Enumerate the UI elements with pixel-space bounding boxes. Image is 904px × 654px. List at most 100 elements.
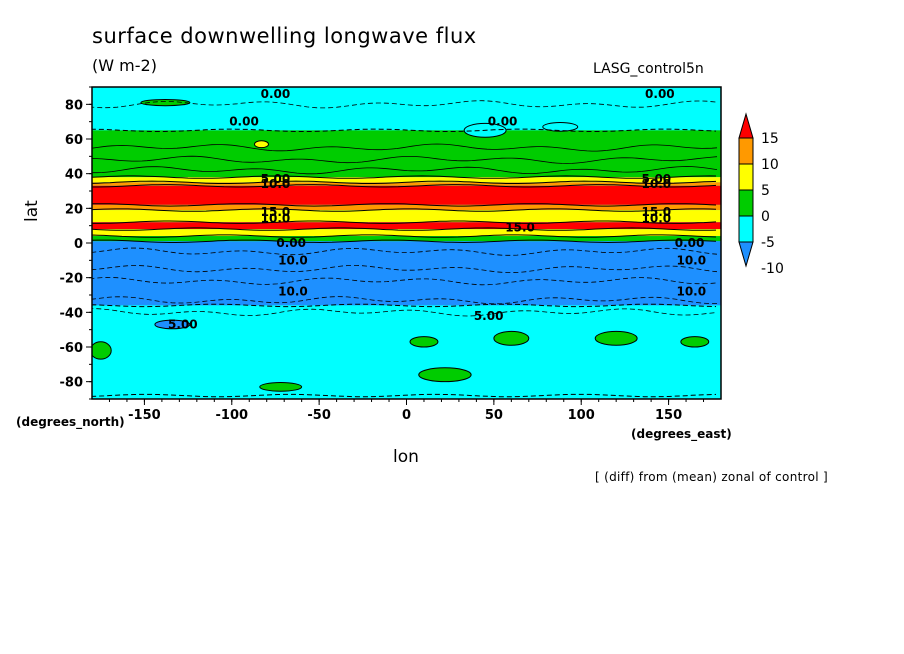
zonal-band <box>92 222 721 230</box>
contour-label: 15.0 <box>261 205 291 219</box>
zonal-band <box>92 177 721 183</box>
contour-label: 15.0 <box>642 205 672 219</box>
contour-label: 0.00 <box>276 236 306 250</box>
contour-line <box>92 166 718 175</box>
chart-units: (W m-2) <box>92 56 157 75</box>
contour-patch <box>92 341 112 360</box>
contour-label: 0.00 <box>261 87 291 101</box>
contour-label: 5.00 <box>168 317 198 331</box>
contour-patch <box>409 336 439 348</box>
contour-label: 5.00 <box>474 309 504 323</box>
chart-title: surface downwelling longwave flux <box>92 24 477 48</box>
zonal-band <box>92 229 721 237</box>
colorbar-label: 15 <box>761 131 779 147</box>
contour-line <box>92 100 718 109</box>
contour-line <box>92 155 718 164</box>
y-axis-units: (degrees_north) <box>16 415 125 429</box>
zonal-band <box>92 130 721 178</box>
colorbar-label: 5 <box>761 183 770 199</box>
contour-line <box>92 184 717 188</box>
contour-label: 10.0 <box>642 212 672 226</box>
colorbar-label: -10 <box>761 261 784 277</box>
run-label: LASG_control5n <box>593 61 704 77</box>
zonal-band <box>92 305 721 396</box>
colorbar-segment <box>738 163 754 191</box>
colorbar-label: 10 <box>761 157 779 173</box>
contour-patch <box>542 122 579 132</box>
contour-patch <box>594 330 638 346</box>
colorbar-segment <box>738 189 754 217</box>
contour-line <box>92 393 717 398</box>
contour-label: 5.00 <box>642 172 672 186</box>
colorbar-cap-top <box>738 112 754 139</box>
zonal-band <box>92 241 721 306</box>
contour-line <box>92 276 718 286</box>
contour-line <box>92 143 718 152</box>
y-tick-label: 80 <box>65 98 83 113</box>
contour-label: 10.0 <box>642 177 672 191</box>
contour-label: 10.0 <box>261 177 291 191</box>
contour-line <box>92 227 717 231</box>
x-tick-label: 100 <box>568 408 595 423</box>
contour-label: 10.0 <box>278 253 308 267</box>
footnote: [ (diff) from (mean) zonal of control ] <box>595 470 828 484</box>
contour-label: 15.0 <box>505 220 535 234</box>
x-tick-label: -100 <box>216 408 249 423</box>
y-tick-label: 20 <box>65 202 83 217</box>
y-tick-label: -40 <box>60 306 84 321</box>
contour-label: 0.00 <box>488 115 518 129</box>
contour-patch <box>154 319 191 330</box>
contour-line <box>92 296 718 305</box>
contour-line <box>92 239 717 244</box>
x-tick-label: 50 <box>485 408 503 423</box>
y-axis: 80 60 40 20 0 -20 -40 -60 -80 <box>60 86 92 400</box>
filled-contours <box>92 87 721 399</box>
colorbar-segment <box>738 215 754 243</box>
x-tick-label: 0 <box>402 408 411 423</box>
zonal-band <box>92 90 721 131</box>
colorbar-segment <box>738 137 754 165</box>
contour-lines <box>92 100 718 398</box>
contour-line <box>92 203 717 207</box>
y-tick-label: -20 <box>60 272 84 287</box>
contour-label: 10.0 <box>676 253 706 267</box>
x-tick-label: 150 <box>655 408 682 423</box>
x-axis: -150 -100 -50 0 50 100 150 <box>108 399 705 423</box>
contour-line <box>92 265 718 273</box>
contour-patch <box>253 140 269 149</box>
contour-label: 10.0 <box>278 285 308 299</box>
x-axis-units: (degrees_east) <box>631 427 732 441</box>
y-tick-label: 0 <box>74 237 83 252</box>
contour-line <box>92 220 717 224</box>
colorbar-label: -5 <box>761 235 775 251</box>
y-tick-label: -60 <box>60 341 84 356</box>
contour-label: 0.00 <box>229 115 259 129</box>
contour-patch <box>418 367 472 383</box>
contour-line <box>92 303 717 308</box>
y-tick-label: 40 <box>65 168 83 183</box>
contour-label: 5.00 <box>261 172 291 186</box>
zonal-band <box>92 236 721 242</box>
contour-patch <box>259 382 303 392</box>
contour-patch <box>493 330 530 346</box>
x-tick-label: -50 <box>307 408 331 423</box>
contour-line <box>92 208 717 212</box>
contour-line <box>92 308 718 317</box>
colorbar: 15 10 5 0 -5 -10 <box>738 112 784 277</box>
contour-label: 0.00 <box>675 236 705 250</box>
contour-line <box>92 175 717 179</box>
contour-line <box>92 234 717 238</box>
colorbar-cap-bottom <box>738 241 754 268</box>
contour-label: 0.00 <box>645 87 675 101</box>
contour-line <box>92 180 717 184</box>
zonal-band <box>92 210 721 223</box>
contour-patch <box>680 336 710 348</box>
contour-label: 10.0 <box>676 285 706 299</box>
contour-patch <box>140 98 191 107</box>
zonal-band <box>92 185 721 205</box>
zonal-band <box>92 204 721 211</box>
x-tick-label: -150 <box>128 408 161 423</box>
contour-line <box>92 128 717 132</box>
